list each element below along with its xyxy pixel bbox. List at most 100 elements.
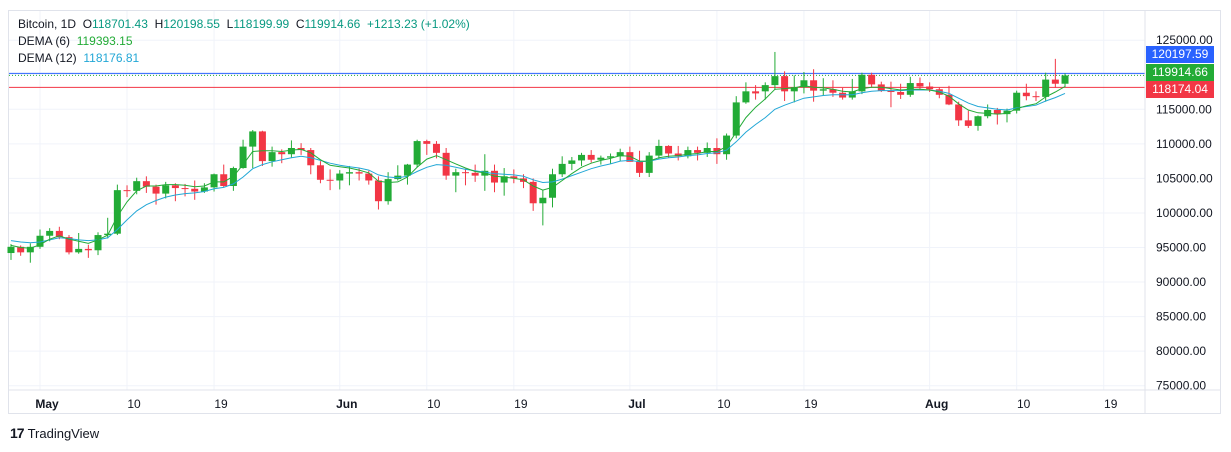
- candle-body: [1042, 79, 1050, 97]
- candle: [800, 71, 808, 94]
- y-tick-label: 125000.00: [1156, 33, 1213, 47]
- candle-body: [587, 154, 595, 160]
- candle: [191, 180, 199, 200]
- candle-body: [1013, 92, 1021, 111]
- dema12-legend[interactable]: DEMA (12) 118176.81: [18, 50, 139, 66]
- brand-label[interactable]: TradingView: [27, 425, 100, 441]
- symbol-label[interactable]: Bitcoin, 1D: [18, 17, 77, 31]
- y-tick-label: 90000.00: [1156, 275, 1206, 289]
- candle-body: [926, 86, 934, 90]
- axes: 125000.00120000.00115000.00110000.001050…: [9, 11, 1221, 414]
- candle-body: [549, 174, 557, 198]
- x-tick-label: 19: [514, 397, 528, 411]
- candle: [1013, 90, 1021, 114]
- candle: [810, 69, 818, 102]
- candle: [819, 78, 827, 96]
- candle-body: [578, 154, 586, 161]
- candle: [345, 165, 353, 186]
- candle-body: [413, 141, 421, 165]
- candle: [229, 166, 237, 191]
- candle-body: [384, 179, 392, 202]
- candle-body: [229, 168, 237, 187]
- close-value: 119914.66: [304, 17, 361, 31]
- candle: [674, 145, 682, 161]
- candle-body: [694, 150, 702, 153]
- candle: [55, 226, 63, 240]
- candle: [665, 145, 673, 158]
- candle-body: [336, 173, 344, 181]
- candle: [742, 82, 750, 104]
- x-tick-label: Jul: [628, 397, 645, 411]
- candle: [1022, 83, 1030, 101]
- x-tick-label: 19: [1104, 397, 1118, 411]
- candle-body: [993, 109, 1001, 115]
- candle-body: [974, 116, 982, 126]
- dema6-line: [10, 85, 1066, 249]
- open-label: O: [82, 17, 93, 31]
- candle: [955, 101, 963, 126]
- candle-body: [790, 87, 798, 92]
- candle-body: [674, 153, 682, 157]
- y-tick-label: 85000.00: [1156, 310, 1206, 324]
- dema-lines: [10, 85, 1066, 249]
- candle: [171, 183, 179, 202]
- candle-body: [539, 197, 547, 204]
- grid: [9, 11, 1145, 390]
- candle-body: [239, 146, 247, 169]
- candle: [626, 146, 634, 162]
- candle: [471, 164, 479, 182]
- candle-body: [819, 89, 827, 91]
- candle-body: [258, 131, 266, 162]
- x-tick-label: Jun: [336, 397, 357, 411]
- candle-body: [858, 74, 866, 92]
- candle-body: [645, 155, 653, 173]
- candle: [461, 168, 469, 186]
- candle: [868, 72, 876, 88]
- candle-body: [955, 104, 963, 121]
- candle-body: [355, 172, 363, 174]
- candle-body: [461, 172, 469, 174]
- y-tick-label: 110000.00: [1156, 137, 1212, 151]
- candle-body: [316, 165, 324, 180]
- candle: [36, 229, 44, 249]
- candle: [268, 146, 276, 167]
- candle: [839, 87, 847, 100]
- candle-body: [1032, 96, 1040, 98]
- dema6-value: 119393.15: [76, 34, 133, 48]
- candle-body: [742, 91, 750, 103]
- candle-body: [829, 89, 837, 93]
- candle-body: [684, 150, 692, 157]
- candle-body: [636, 161, 644, 173]
- change-value: +1213.23 (+1.02%): [367, 17, 470, 31]
- candle-body: [287, 147, 295, 155]
- tradingview-logo-icon[interactable]: 17: [10, 425, 25, 441]
- candle-body: [1061, 75, 1069, 84]
- candle: [906, 76, 914, 97]
- candle: [452, 168, 460, 193]
- price-lines: [9, 72, 1145, 88]
- candle: [790, 75, 798, 103]
- low-value: 118199.99: [233, 17, 290, 31]
- candle-body: [810, 80, 818, 91]
- dema6-legend[interactable]: DEMA (6) 119393.15: [18, 33, 133, 49]
- candle-body: [423, 141, 431, 144]
- candle-body: [84, 248, 92, 251]
- candle: [287, 140, 295, 158]
- candle: [500, 168, 508, 196]
- candle: [529, 178, 537, 211]
- candle: [858, 72, 866, 95]
- candle-body: [732, 102, 740, 136]
- candle-body: [1022, 92, 1030, 97]
- candle: [123, 185, 131, 198]
- candle: [771, 51, 779, 90]
- candle-body: [761, 85, 769, 92]
- candle-body: [1003, 110, 1011, 115]
- candle-body: [374, 180, 382, 202]
- candle-body: [75, 248, 83, 253]
- candle-body: [191, 188, 199, 192]
- candle: [539, 190, 547, 226]
- candle-body: [529, 181, 537, 204]
- candle: [616, 148, 624, 162]
- candle-body: [626, 152, 634, 162]
